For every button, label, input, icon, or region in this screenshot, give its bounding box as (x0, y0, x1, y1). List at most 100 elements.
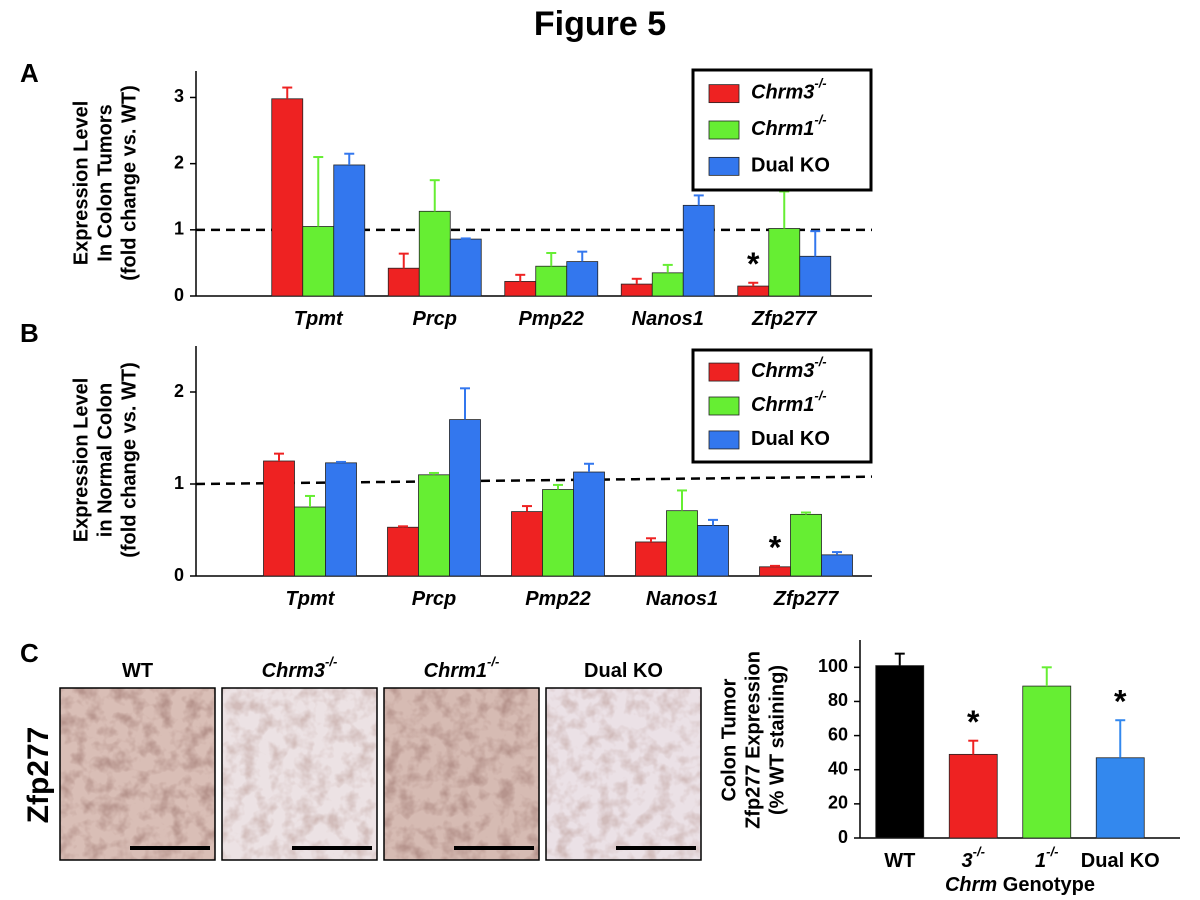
significance-marker: * (967, 704, 980, 740)
legend-swatch (708, 156, 740, 176)
micrograph-label: Dual KO (584, 660, 663, 682)
bar (566, 261, 599, 297)
y-axis-label: (% WT staining) (766, 665, 788, 815)
x-tick-label: 1-/- (1035, 844, 1058, 872)
legend-label: Chrm3-/- (751, 76, 827, 104)
bar (418, 210, 451, 297)
bar (759, 566, 791, 577)
bar (294, 506, 326, 577)
y-axis-label: Expression Level (70, 101, 92, 266)
legend-swatch (708, 396, 740, 416)
bar (737, 285, 770, 297)
y-tick-label: 60 (828, 724, 848, 744)
x-tick-label: Pmp22 (518, 308, 584, 330)
x-tick-label: Zfp277 (751, 308, 817, 330)
bar (325, 462, 357, 577)
figure-title: Figure 5 (534, 5, 666, 43)
legend-label: Dual KO (751, 155, 830, 177)
y-axis-label: (fold change vs. WT) (118, 362, 140, 558)
panel-label: C (20, 638, 39, 668)
y-tick-label: 0 (838, 827, 848, 847)
y-tick-label: 3 (174, 86, 184, 106)
x-tick-label-text: Prcp (413, 308, 457, 330)
bar (333, 164, 366, 297)
micrograph-label-sup: -/- (487, 654, 499, 669)
legend-label: Dual KO (751, 428, 830, 450)
micrograph-label-sup: -/- (325, 654, 337, 669)
bar (1095, 757, 1145, 839)
x-tick-label: Nanos1 (632, 308, 704, 330)
x-tick-label: WT (884, 850, 915, 872)
x-tick-label: Zfp277 (773, 588, 839, 610)
bar (682, 204, 715, 297)
legend-label-text: Chrm3 (751, 360, 814, 382)
y-axis-label: (fold change vs. WT) (118, 85, 140, 281)
x-tick-label-sup: -/- (973, 844, 985, 859)
legend-label-sup: -/- (814, 112, 826, 127)
y-axis-label: Colon Tumor (718, 678, 740, 801)
bar (620, 283, 653, 297)
bar (651, 272, 684, 297)
bar (542, 489, 574, 577)
y-axis-label: Zfp277 Expression (742, 651, 764, 829)
micrograph-label: Chrm1-/- (424, 654, 500, 682)
legend-swatch (708, 362, 740, 382)
x-tick-label-text: Tpmt (286, 588, 336, 610)
panel-label: A (20, 58, 39, 88)
legend-swatch (708, 120, 740, 140)
micrograph-label-text: Dual KO (584, 660, 663, 682)
y-tick-label: 0 (174, 285, 184, 305)
x-tick-label-text: Zfp277 (773, 588, 839, 610)
legend-label: Chrm3-/- (751, 354, 827, 382)
stain-label: Zfp277 (22, 727, 55, 824)
x-axis-label: Chrm Genotype (945, 874, 1095, 896)
x-tick-label: Pmp22 (525, 588, 591, 610)
y-axis-label: Expression Level (70, 378, 92, 543)
bar (573, 471, 605, 577)
bar (635, 541, 667, 577)
significance-marker: * (1114, 684, 1127, 720)
bar (799, 255, 832, 297)
legend-label-text: Chrm1 (751, 394, 814, 416)
y-tick-label: 2 (174, 381, 184, 401)
legend-label-text: Chrm1 (751, 118, 814, 140)
bar (263, 460, 295, 577)
x-tick-label: Prcp (413, 308, 457, 330)
y-tick-label: 20 (828, 793, 848, 813)
legend-swatch (708, 84, 740, 104)
y-tick-label: 100 (818, 656, 848, 676)
bar (302, 226, 335, 297)
bar (697, 525, 729, 577)
legend-label-text: Dual KO (751, 155, 830, 177)
bar (821, 554, 853, 577)
x-tick-label: Dual KO (1081, 850, 1160, 872)
micrograph-frame (59, 687, 216, 861)
x-tick-label-text: 1 (1035, 850, 1046, 872)
x-tick-label-sup: -/- (1046, 844, 1058, 859)
x-tick-label-text: Pmp22 (518, 308, 584, 330)
bar (271, 98, 304, 297)
y-tick-label: 1 (174, 219, 184, 239)
bar (948, 753, 998, 839)
bar (449, 419, 481, 577)
y-tick-label: 2 (174, 152, 184, 172)
micrograph-texture (384, 688, 539, 860)
x-tick-label: Nanos1 (646, 588, 718, 610)
micrograph-frame (383, 687, 540, 861)
y-tick-label: 1 (174, 473, 184, 493)
y-axis-label: in Normal Colon (94, 383, 116, 537)
bar (504, 281, 537, 297)
legend-label: Chrm1-/- (751, 388, 827, 416)
legend-label-sup: -/- (814, 354, 826, 369)
legend-label-sup: -/- (814, 388, 826, 403)
x-tick-label-text: WT (884, 850, 915, 872)
x-tick-label-text: Prcp (412, 588, 456, 610)
bar (418, 474, 450, 577)
bar (387, 267, 420, 297)
y-tick-label: 40 (828, 758, 848, 778)
x-tick-label: 3-/- (962, 844, 985, 872)
x-tick-label: Prcp (412, 588, 456, 610)
bar (666, 510, 698, 577)
micrograph-label-text: WT (122, 660, 153, 682)
legend-label-sup: -/- (814, 76, 826, 91)
